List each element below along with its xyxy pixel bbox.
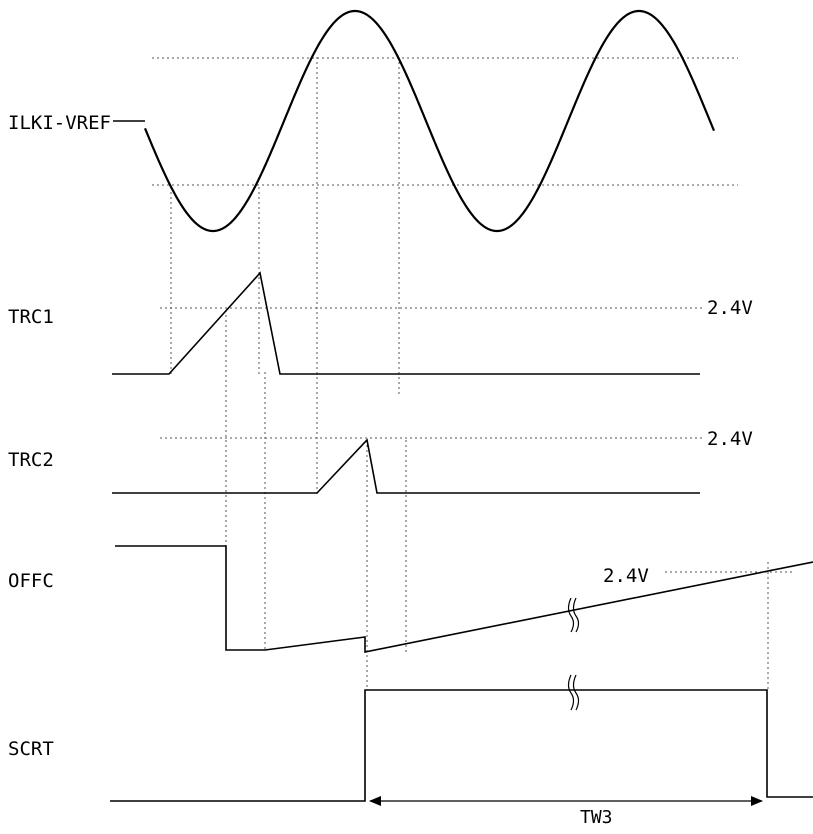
offc-waveform (115, 545, 813, 653)
guide-lines (152, 57, 795, 690)
scrt-break-mark (567, 674, 580, 711)
trc1-threshold-label: 2.4V (707, 297, 753, 319)
offc-threshold-label: 2.4V (603, 565, 649, 587)
offc-label: OFFC (8, 570, 54, 592)
ilki-vref-trace (113, 9, 716, 233)
trc2-label: TRC2 (8, 449, 54, 471)
trc1-label: TRC1 (8, 306, 54, 328)
trc2-waveform (112, 438, 700, 494)
trc1-waveform (112, 271, 700, 375)
scrt-waveform (110, 689, 813, 802)
ilki-vref-label: ILKI-VREF (8, 112, 111, 134)
trc2-threshold-label: 2.4V (707, 428, 753, 450)
tw3-label: TW3 (580, 807, 613, 828)
scrt-label: SCRT (8, 738, 54, 760)
offc-break-mark (567, 597, 580, 633)
ilki-vref-waveform (143, 9, 716, 233)
